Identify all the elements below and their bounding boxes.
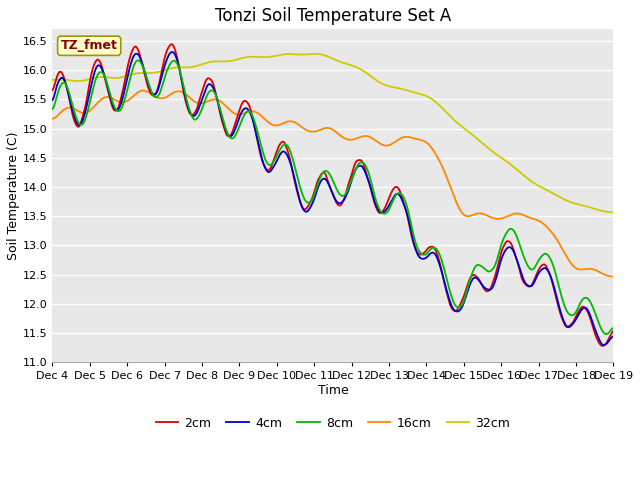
8cm xyxy=(559,298,566,303)
Y-axis label: Soil Temperature (C): Soil Temperature (C) xyxy=(7,132,20,260)
4cm xyxy=(172,55,180,60)
Line: 2cm: 2cm xyxy=(52,44,614,346)
2cm xyxy=(196,94,204,99)
4cm xyxy=(49,97,56,103)
32cm xyxy=(311,51,319,57)
2cm xyxy=(380,207,387,213)
Line: 8cm: 8cm xyxy=(52,60,614,334)
X-axis label: Time: Time xyxy=(317,384,348,397)
2cm xyxy=(172,51,180,57)
2cm xyxy=(599,343,607,349)
16cm xyxy=(196,100,204,106)
Line: 4cm: 4cm xyxy=(52,52,614,345)
16cm xyxy=(610,274,618,279)
8cm xyxy=(325,170,333,176)
16cm xyxy=(435,157,443,163)
8cm xyxy=(49,106,56,112)
8cm xyxy=(380,211,387,216)
4cm xyxy=(559,316,566,322)
8cm xyxy=(134,58,142,63)
32cm xyxy=(380,82,387,87)
4cm xyxy=(168,49,176,55)
4cm xyxy=(196,101,204,107)
16cm xyxy=(172,89,180,95)
32cm xyxy=(559,196,566,202)
32cm xyxy=(435,102,443,108)
8cm xyxy=(435,250,443,256)
Legend: 2cm, 4cm, 8cm, 16cm, 32cm: 2cm, 4cm, 8cm, 16cm, 32cm xyxy=(150,412,515,435)
32cm xyxy=(610,209,618,215)
8cm xyxy=(172,60,180,65)
16cm xyxy=(325,125,333,131)
16cm xyxy=(559,247,566,252)
2cm xyxy=(49,87,56,93)
16cm xyxy=(380,142,387,148)
32cm xyxy=(49,77,56,83)
2cm xyxy=(610,328,618,334)
2cm xyxy=(559,317,566,323)
16cm xyxy=(139,88,147,94)
32cm xyxy=(172,65,179,71)
4cm xyxy=(380,209,387,215)
4cm xyxy=(435,260,443,265)
2cm xyxy=(435,257,443,263)
Title: Tonzi Soil Temperature Set A: Tonzi Soil Temperature Set A xyxy=(215,7,451,25)
32cm xyxy=(196,62,204,68)
Line: 16cm: 16cm xyxy=(52,91,614,276)
8cm xyxy=(610,325,618,331)
Line: 32cm: 32cm xyxy=(52,54,614,212)
32cm xyxy=(325,54,333,60)
4cm xyxy=(600,342,607,348)
8cm xyxy=(603,331,611,337)
16cm xyxy=(49,116,56,121)
4cm xyxy=(325,182,333,188)
2cm xyxy=(325,181,333,187)
4cm xyxy=(610,334,618,339)
2cm xyxy=(168,41,175,47)
8cm xyxy=(196,110,204,116)
Text: TZ_fmet: TZ_fmet xyxy=(61,39,118,52)
